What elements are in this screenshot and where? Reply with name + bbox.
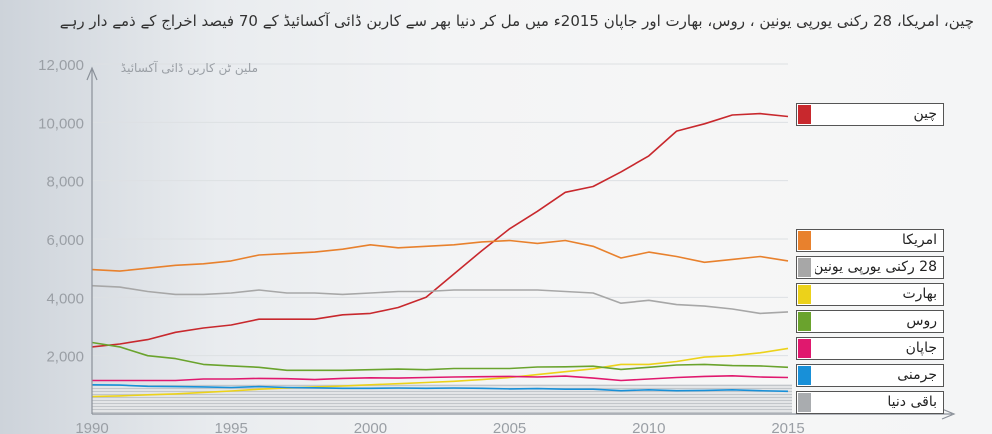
chart-title: چین، امریکا، 28 رکنی یورپی یونین ، روس، … [60,12,974,30]
legend-item: روس [796,310,944,333]
y-axis-arrow [86,66,98,81]
x-axis-arrow [941,408,956,420]
legend-swatch [798,393,811,412]
series-line [91,341,789,372]
y-tick-label: 10,000 [38,115,84,132]
legend-item: جاپان [796,337,944,360]
y-axis-ticks: 12,000 10,000 8,000 6,000 4,000 2,000 [38,57,84,366]
legend-swatch [798,285,811,304]
legend-item: باقی دنیا [796,391,944,414]
series-line [91,284,789,315]
legend-swatch [798,231,811,250]
legend-item: 28 رکنی یورپی یونین [796,256,944,279]
x-tick-label: 2010 [632,420,665,434]
series-line [91,347,789,398]
legend-item: چین [796,103,944,126]
legend-swatch [798,258,811,277]
legend-item: بھارت [796,283,944,306]
y-tick-label: 4,000 [46,290,84,307]
series-line [92,374,789,382]
rest-of-world-band [92,384,792,414]
legend-label: جرمنی [897,367,937,383]
legend-label: امریکا [901,232,937,248]
x-axis-ticks: 1990 1995 2000 2005 2010 2015 [75,420,804,434]
x-tick-label: 2015 [771,420,804,434]
legend-swatch [798,312,811,331]
legend-label: جاپان [905,340,937,356]
x-tick-label: 1990 [75,420,108,434]
legend-label: روس [906,313,937,329]
legend-label: چین [913,106,937,122]
legend-swatch [798,105,811,124]
legend-item: جرمنی [796,364,944,387]
legend-label: بھارت [902,286,937,302]
legend-label: 28 رکنی یورپی یونین [815,259,937,275]
x-tick-label: 2005 [493,420,526,434]
series-line [91,112,789,348]
legend-label: باقی دنیا [887,394,937,410]
gridlines [92,63,788,357]
series-line [91,239,789,272]
legend-swatch [798,339,811,358]
x-tick-label: 2000 [354,420,387,434]
y-tick-label: 6,000 [46,232,84,249]
legend-item: امریکا [796,229,944,252]
legend-swatch [798,366,811,385]
y-tick-label: 8,000 [46,174,84,191]
y-tick-label: 2,000 [46,349,84,366]
x-tick-label: 1995 [215,420,248,434]
series-line [91,384,789,393]
series-lines [91,112,789,398]
y-axis-label: ملین ٹن کاربن ڈائی آکسائیڈ [121,60,258,76]
y-tick-label: 12,000 [38,57,84,74]
